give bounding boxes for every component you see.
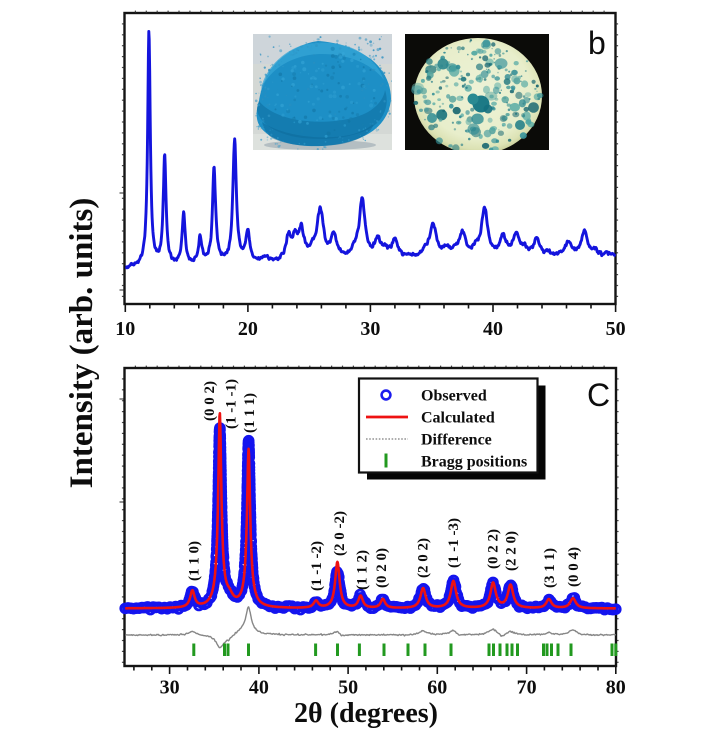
svg-text:Difference: Difference [421,432,492,449]
svg-text:30: 30 [160,677,180,699]
svg-text:Intensity (arb. units): Intensity (arb. units) [64,198,100,489]
svg-text:(1 -1 -3): (1 -1 -3) [446,518,462,568]
svg-text:(0 0 2): (0 0 2) [202,381,218,421]
svg-text:60: 60 [427,677,447,699]
svg-text:(0 0 4): (0 0 4) [566,547,582,587]
svg-text:Observed: Observed [421,388,487,405]
svg-text:(1 -1 -2): (1 -1 -2) [309,541,325,591]
svg-text:10: 10 [115,318,135,340]
svg-text:20: 20 [238,318,258,340]
svg-text:50: 50 [606,318,626,340]
svg-text:50: 50 [338,677,358,699]
svg-text:30: 30 [360,318,380,340]
svg-text:40: 40 [483,318,503,340]
svg-text:b: b [588,25,606,61]
svg-text:70: 70 [517,677,537,699]
svg-text:(1 1 1): (1 1 1) [242,393,258,433]
svg-text:2θ (degrees): 2θ (degrees) [294,698,438,729]
svg-text:C: C [587,377,610,413]
svg-text:40: 40 [249,677,269,699]
svg-text:Bragg positions: Bragg positions [421,454,527,471]
svg-text:(1 1 0): (1 1 0) [187,541,203,581]
svg-text:(1 -1 -1): (1 -1 -1) [224,379,240,429]
svg-text:(2 0 -2): (2 0 -2) [332,511,348,556]
svg-text:(2 0 2): (2 0 2) [416,538,432,578]
svg-text:(0 2 2): (0 2 2) [486,529,502,569]
svg-text:(1 1 2): (1 1 2) [355,550,371,590]
svg-text:Calculated: Calculated [421,410,495,427]
svg-text:(3 1 1): (3 1 1) [542,548,558,588]
svg-text:80: 80 [606,677,626,699]
svg-text:(0 2 0): (0 2 0) [374,548,390,588]
svg-text:(2 2 0): (2 2 0) [504,531,520,571]
